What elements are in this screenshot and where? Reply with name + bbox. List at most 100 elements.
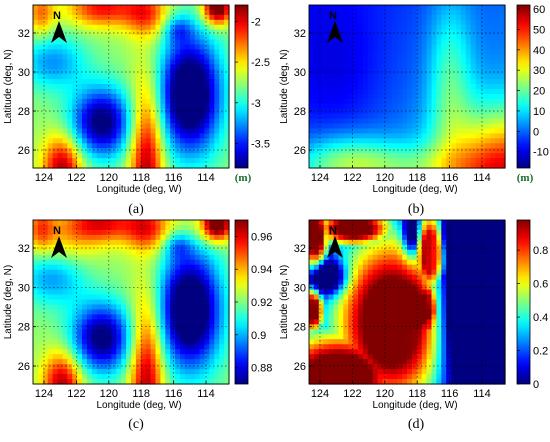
heatmap-cell [309,10,315,16]
heatmap-cell [111,349,117,355]
heatmap-cell [175,45,181,51]
heatmap-cell [38,69,44,75]
heatmap-cell [146,220,152,226]
heatmap-cell [471,265,477,271]
heatmap-cell [422,114,428,120]
heatmap-cell [165,158,171,164]
heatmap-cell [490,10,496,16]
heatmap-cell [87,30,93,36]
heatmap-cell [77,369,83,375]
heatmap-cell [180,109,186,115]
heatmap-cell [392,45,398,51]
heatmap-cell [67,275,73,281]
heatmap-cell [324,309,330,315]
heatmap-cell [436,133,442,139]
heatmap-cell [461,220,467,226]
heatmap-cell [471,94,477,100]
heatmap-cell [92,10,98,16]
heatmap-cell [111,89,117,95]
heatmap-cell [461,25,467,31]
heatmap-cell [441,314,447,320]
heatmap-cell [136,133,142,139]
heatmap-cell [397,128,403,134]
heatmap-cell [476,314,482,320]
heatmap-cell [485,230,491,236]
heatmap-cell [165,94,171,100]
heatmap-cell [107,138,113,144]
heatmap-cell [160,20,166,26]
heatmap-cell [38,304,44,310]
heatmap-cell [136,339,142,345]
heatmap-cell [422,40,428,46]
heatmap-cell [170,109,176,115]
heatmap-cell [353,10,359,16]
panel-a-colorbar-unit: (m) [235,172,252,184]
heatmap-cell [466,84,472,90]
heatmap-cell [481,59,487,65]
heatmap-cell [334,64,340,70]
heatmap-cell [324,319,330,325]
colorbar-tick-label: 20 [533,86,545,98]
heatmap-cell [141,280,147,286]
heatmap-cell [214,314,220,320]
heatmap-cell [156,225,162,231]
heatmap-cell [38,290,44,296]
heatmap-cell [456,89,462,95]
heatmap-cell [170,79,176,85]
heatmap-cell [111,324,117,330]
heatmap-cell [373,119,379,125]
heatmap-cell [180,374,186,380]
heatmap-cell [62,300,68,306]
heatmap-cell [116,275,122,281]
heatmap-cell [180,290,186,296]
heatmap-cell [319,300,325,306]
heatmap-cell [146,245,152,251]
heatmap-cell [107,369,113,375]
heatmap-cell [156,84,162,90]
heatmap-cell [481,245,487,251]
heatmap-cell [490,54,496,60]
heatmap-cell [402,235,408,241]
heatmap-cell [451,49,457,55]
heatmap-cell [219,349,225,355]
heatmap-cell [466,59,472,65]
heatmap-cell [87,344,93,350]
heatmap-cell [466,49,472,55]
heatmap-cell [43,270,49,276]
heatmap-cell [43,314,49,320]
heatmap-cell [214,270,220,276]
heatmap-cell [92,35,98,41]
heatmap-cell [146,280,152,286]
heatmap-cell [417,255,423,261]
heatmap-cell [358,270,364,276]
heatmap-cell [495,128,501,134]
heatmap-cell [190,148,196,154]
heatmap-cell [170,245,176,251]
heatmap-cell [170,133,176,139]
heatmap-cell [121,133,127,139]
heatmap-cell [111,119,117,125]
heatmap-cell [392,84,398,90]
heatmap-cell [446,99,452,105]
heatmap-cell [151,74,157,80]
heatmap-cell [219,235,225,241]
heatmap-cell [412,235,418,241]
heatmap-cell [368,49,374,55]
heatmap-cell [338,220,344,226]
heatmap-cell [471,54,477,60]
heatmap-cell [72,329,78,335]
heatmap-cell [412,119,418,125]
heatmap-cell [378,324,384,330]
heatmap-cell [383,314,389,320]
heatmap-cell [67,280,73,286]
heatmap-cell [170,334,176,340]
heatmap-cell [363,290,369,296]
heatmap-cell [151,235,157,241]
heatmap-cell [319,245,325,251]
heatmap-cell [146,295,152,301]
heatmap-cell [392,265,398,271]
heatmap-cell [348,15,354,21]
heatmap-cell [368,304,374,310]
heatmap-cell [490,230,496,236]
heatmap-cell [422,10,428,16]
